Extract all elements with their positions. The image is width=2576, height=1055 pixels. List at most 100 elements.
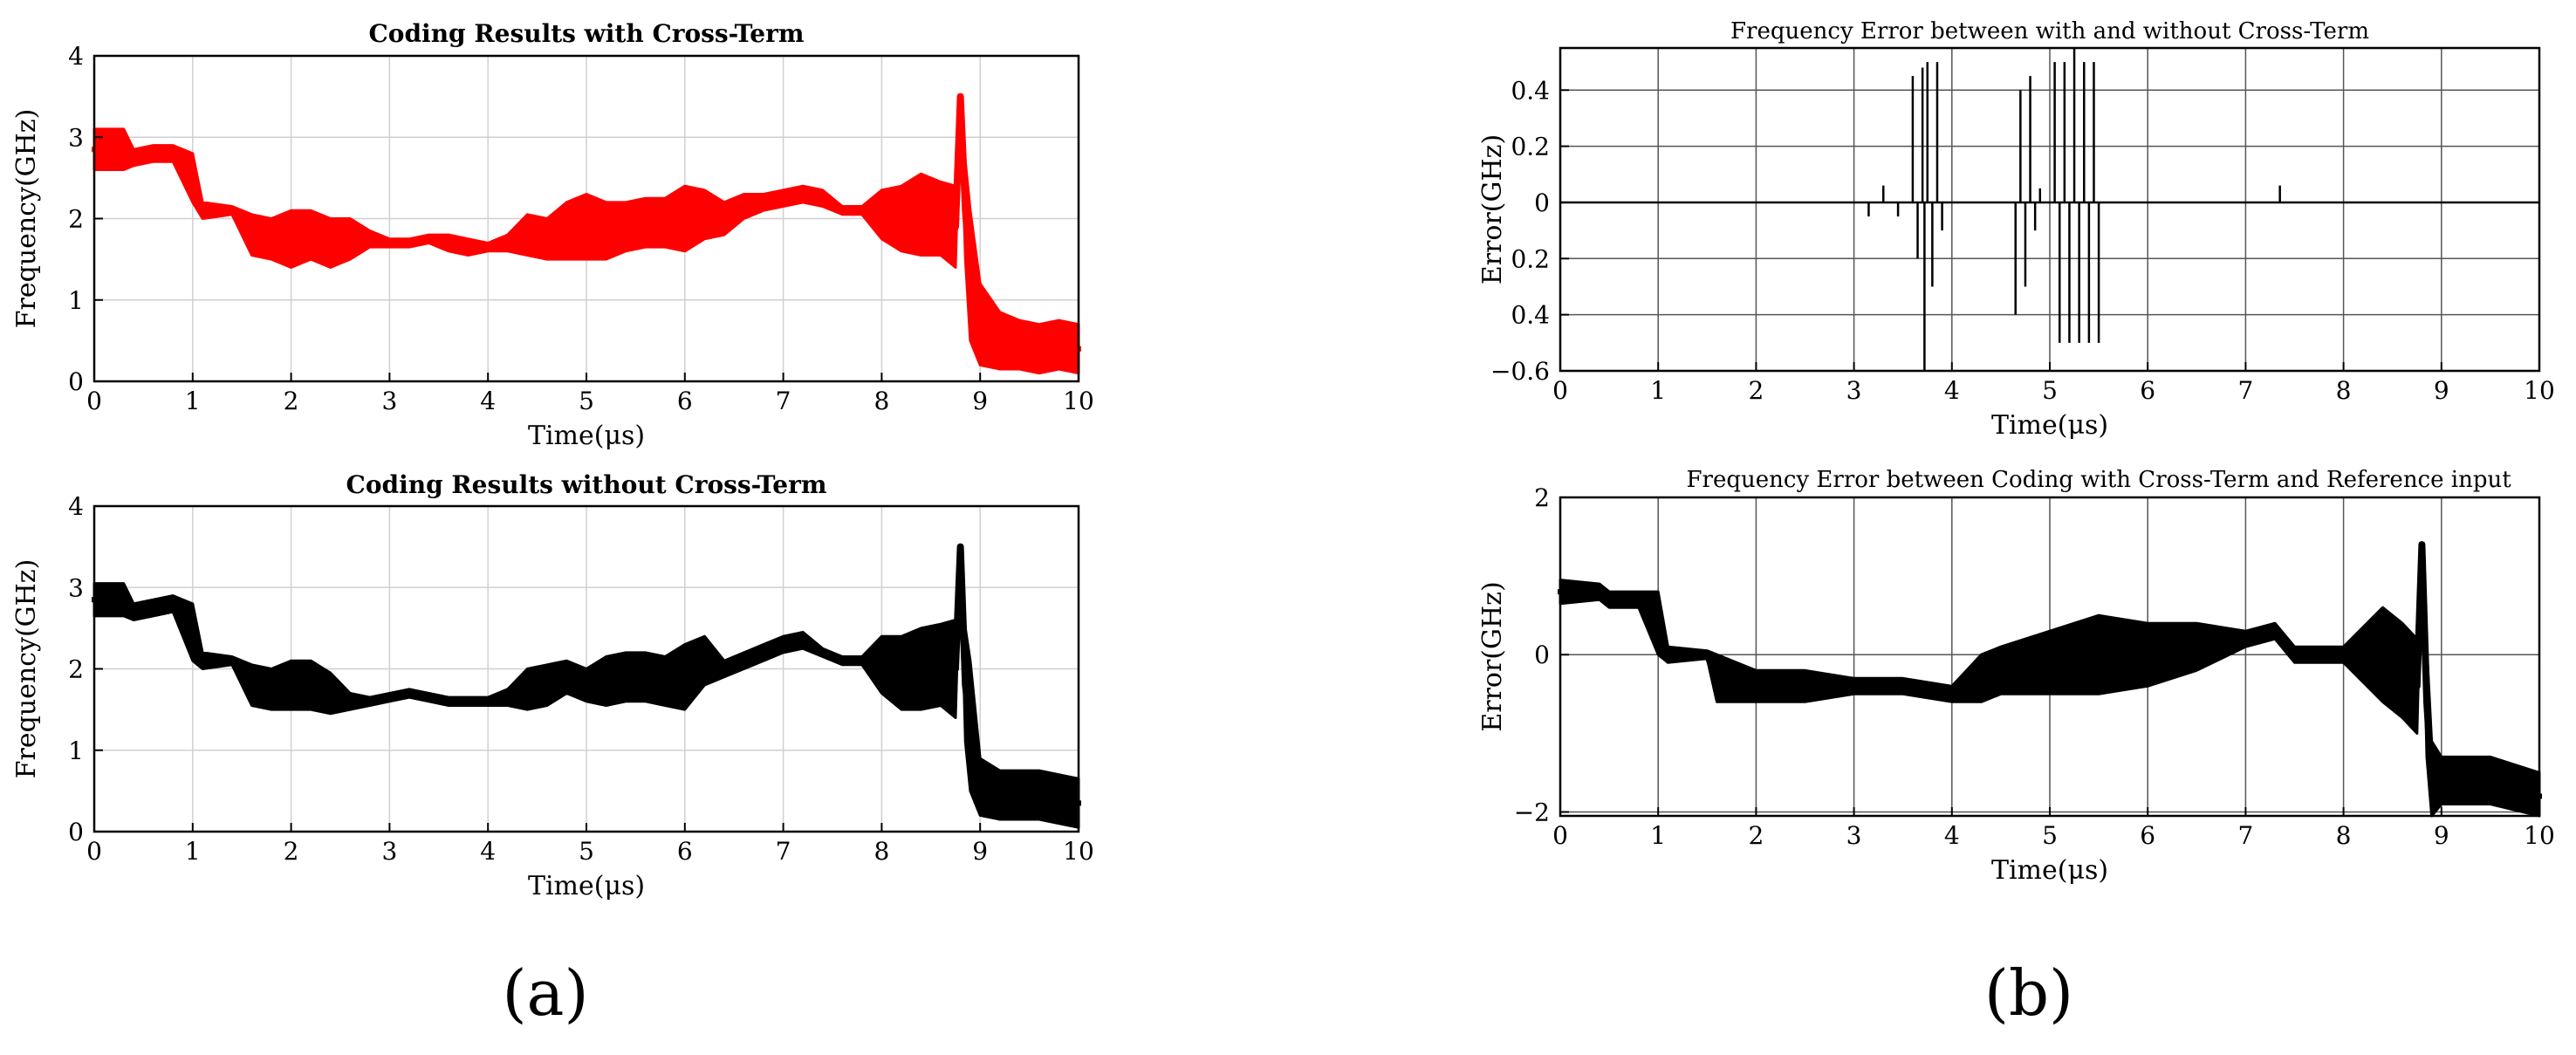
data-point bbox=[584, 223, 589, 229]
x-tick-label: 9 bbox=[972, 837, 988, 866]
data-point bbox=[1851, 683, 1857, 689]
data-point bbox=[150, 150, 156, 156]
x-tick-label: 1 bbox=[185, 387, 201, 415]
data-point bbox=[997, 338, 1003, 344]
y-tick-label: 3 bbox=[68, 123, 84, 152]
data-point bbox=[2399, 668, 2405, 674]
y-tick-label: 0 bbox=[1534, 641, 1550, 669]
data-point bbox=[288, 682, 294, 688]
data-point bbox=[761, 649, 767, 655]
data-point bbox=[229, 208, 235, 214]
x-tick-label: 5 bbox=[2042, 376, 2058, 405]
y-tick-label: 2 bbox=[1534, 483, 1550, 512]
data-point bbox=[819, 195, 826, 202]
data-point bbox=[367, 236, 373, 242]
series-line bbox=[1560, 541, 2541, 800]
panel-label-a: (a) bbox=[502, 956, 588, 1030]
data-point bbox=[200, 208, 206, 214]
x-axis-label: Time(μs) bbox=[528, 871, 645, 901]
data-point bbox=[953, 666, 958, 672]
data-point bbox=[2429, 778, 2435, 784]
data-point bbox=[120, 597, 127, 603]
data-point bbox=[800, 637, 806, 643]
data-point bbox=[170, 150, 176, 156]
x-tick-label: 3 bbox=[381, 387, 397, 415]
data-point bbox=[2340, 652, 2346, 658]
data-point bbox=[761, 199, 767, 205]
data-point bbox=[131, 154, 137, 161]
x-tick-label: 10 bbox=[1063, 387, 1094, 415]
x-tick-label: 0 bbox=[1552, 376, 1568, 405]
series-line bbox=[94, 92, 1079, 353]
y-tick-label: 0.2 bbox=[1511, 244, 1550, 273]
data-point bbox=[308, 682, 314, 688]
chart-title: Frequency Error between with and without… bbox=[1730, 18, 2369, 45]
data-point bbox=[2272, 628, 2278, 634]
data-point bbox=[544, 236, 550, 242]
data-point bbox=[682, 216, 688, 222]
y-axis-label: Frequency(GHz) bbox=[11, 559, 42, 779]
x-axis-label: Time(μs) bbox=[1991, 855, 2108, 886]
data-point bbox=[938, 661, 944, 668]
data-point bbox=[189, 175, 195, 181]
data-point bbox=[1017, 792, 1023, 798]
data-point bbox=[426, 695, 432, 701]
x-tick-label: 7 bbox=[2237, 821, 2253, 850]
data-point bbox=[269, 236, 275, 242]
data-point bbox=[1596, 589, 1602, 595]
x-tick-label: 4 bbox=[1944, 376, 1960, 405]
x-tick-label: 8 bbox=[874, 837, 889, 866]
data-point bbox=[308, 232, 314, 238]
x-tick-label: 6 bbox=[2140, 376, 2155, 405]
data-point bbox=[249, 682, 255, 688]
data-point bbox=[2423, 699, 2429, 705]
data-point bbox=[288, 236, 294, 242]
x-tick-label: 0 bbox=[86, 387, 102, 415]
data-point bbox=[200, 658, 206, 664]
y-tick-label: 0.2 bbox=[1511, 133, 1550, 161]
y-tick-label: 3 bbox=[68, 573, 84, 602]
chart-title: Coding Results with Cross-Term bbox=[369, 19, 805, 48]
data-point bbox=[1017, 342, 1023, 348]
data-point bbox=[800, 191, 806, 197]
data-point bbox=[1665, 652, 1671, 658]
x-tick-label: 2 bbox=[1748, 376, 1764, 405]
data-point bbox=[898, 670, 904, 676]
x-tick-label: 0 bbox=[1552, 821, 1568, 850]
x-tick-label: 3 bbox=[1846, 821, 1862, 850]
x-tick-label: 3 bbox=[381, 837, 397, 866]
data-point bbox=[780, 195, 786, 202]
data-point bbox=[347, 236, 353, 242]
x-tick-label: 1 bbox=[185, 837, 201, 866]
data-point bbox=[1997, 668, 2004, 674]
data-point bbox=[2243, 636, 2249, 642]
data-point bbox=[544, 682, 550, 688]
y-axis-label: Frequency(GHz) bbox=[11, 109, 42, 329]
data-point bbox=[150, 605, 156, 611]
x-tick-label: 9 bbox=[2434, 821, 2449, 850]
data-point bbox=[2414, 683, 2420, 689]
y-tick-label: 4 bbox=[68, 42, 84, 71]
x-tick-label: 5 bbox=[579, 837, 594, 866]
data-point bbox=[603, 678, 609, 684]
y-tick-label: 1 bbox=[68, 286, 84, 315]
data-point bbox=[189, 629, 195, 635]
x-tick-label: 0 bbox=[86, 837, 102, 866]
data-point bbox=[662, 678, 668, 684]
data-point bbox=[2487, 778, 2493, 784]
data-point bbox=[839, 658, 846, 664]
data-point bbox=[721, 216, 727, 222]
y-tick-label: 0.4 bbox=[1511, 76, 1550, 105]
data-point bbox=[229, 658, 235, 664]
x-tick-label: 5 bbox=[579, 387, 594, 415]
y-tick-label: 0 bbox=[1534, 188, 1550, 217]
data-point bbox=[702, 211, 708, 217]
data-point bbox=[977, 784, 983, 790]
x-tick-label: 7 bbox=[776, 387, 791, 415]
x-tick-label: 5 bbox=[2042, 821, 2058, 850]
data-point bbox=[938, 216, 944, 222]
data-point bbox=[953, 223, 958, 229]
x-tick-label: 3 bbox=[1846, 376, 1862, 405]
data-point bbox=[120, 147, 127, 153]
